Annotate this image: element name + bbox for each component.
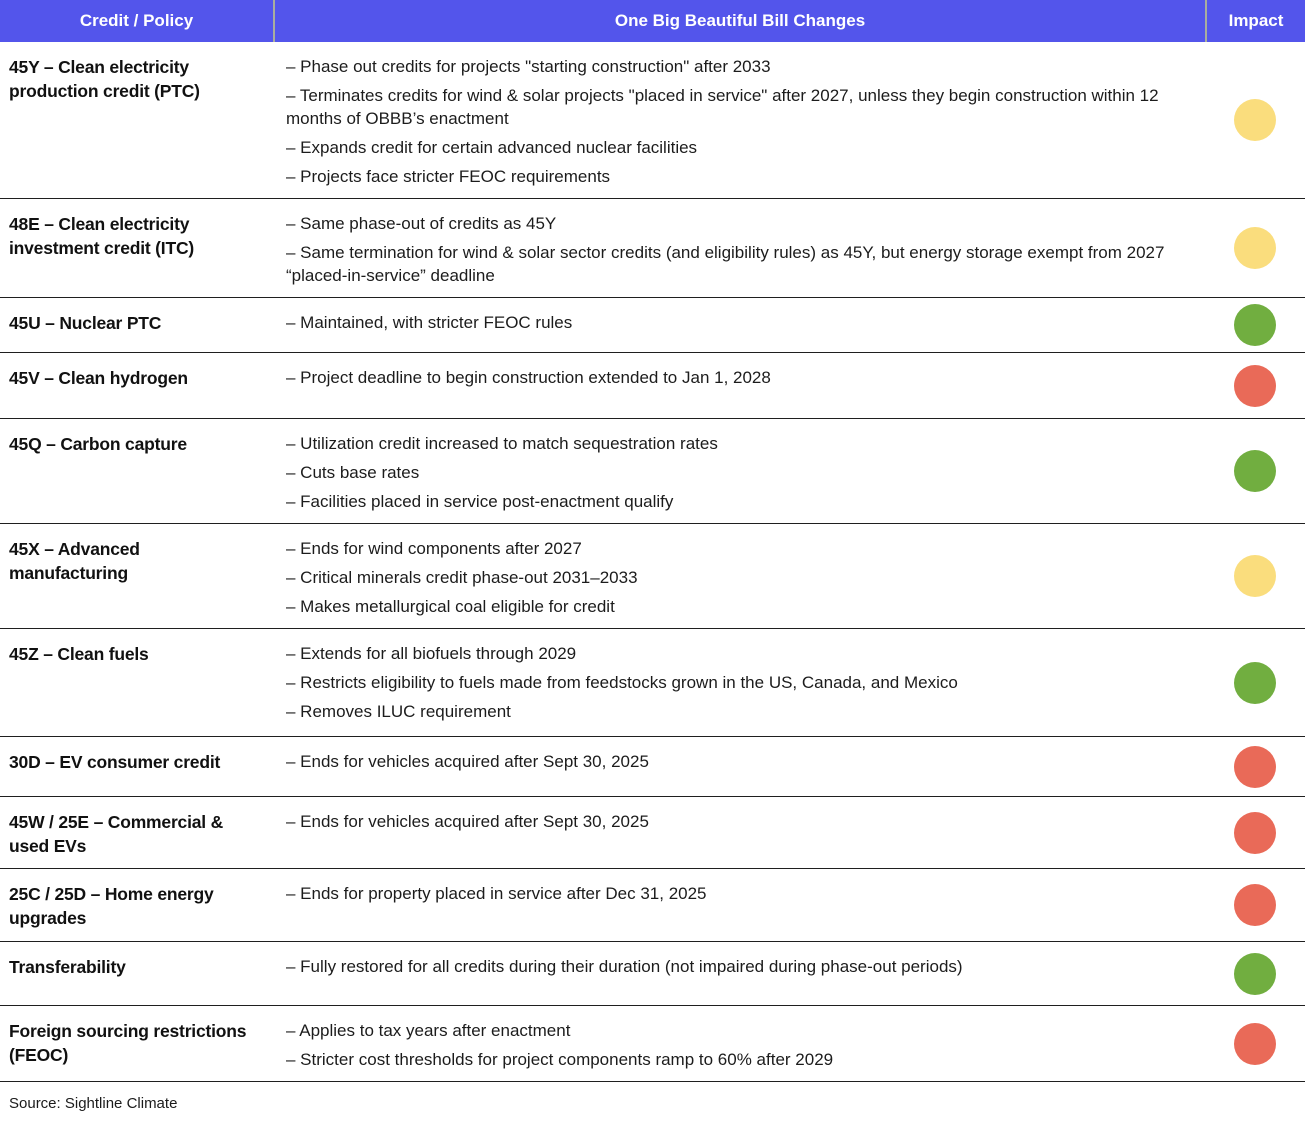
change-item: – Same phase-out of credits as 45Y [286,214,557,233]
table-row: 45Y – Clean electricity production credi… [0,42,1305,199]
table-row: 45V – Clean hydrogen – Project deadline … [0,353,1305,419]
impact-indicator [1234,811,1276,854]
impact-indicator [1234,952,1276,995]
changes-list: – Project deadline to begin construction… [273,353,1205,418]
impact-indicator [1234,555,1276,597]
column-header-impact: Impact [1205,0,1305,42]
credit-name: 45Y – Clean electricity production credi… [9,57,200,101]
change-item: – Ends for vehicles acquired after Sept … [286,752,649,771]
credit-name: 25C / 25D – Home energy upgrades [9,884,214,928]
change-item: – Critical minerals credit phase-out 203… [286,568,638,587]
table-row: Foreign sourcing restrictions (FEOC) – A… [0,1006,1305,1082]
change-item: – Applies to tax years after enactment [286,1021,571,1040]
table-row: 25C / 25D – Home energy upgrades – Ends … [0,869,1305,942]
change-item: – Projects face stricter FEOC requiremen… [286,167,611,186]
table-row: 30D – EV consumer credit – Ends for vehi… [0,737,1305,797]
change-item: – Maintained, with stricter FEOC rules [286,313,573,332]
credit-name: 45V – Clean hydrogen [9,368,188,388]
impact-indicator [1234,227,1276,269]
credit-name: Foreign sourcing restrictions (FEOC) [9,1021,247,1065]
changes-list: – Maintained, with stricter FEOC rules [273,298,1205,352]
table-row: 45U – Nuclear PTC – Maintained, with str… [0,298,1305,353]
impact-indicator [1234,99,1276,141]
column-header-bill-changes: One Big Beautiful Bill Changes [273,0,1205,42]
table-row: 45Z – Clean fuels – Extends for all biof… [0,629,1305,737]
credit-name: 45X – Advanced manufacturing [9,539,140,583]
change-item: – Cuts base rates [286,463,420,482]
credit-name: 45Z – Clean fuels [9,644,149,664]
change-item: – Utilization credit increased to match … [286,434,718,453]
table-footer: Source: Sightline Climate [0,1082,1305,1131]
source-attribution: Source: Sightline Climate [9,1095,178,1112]
credit-name: Transferability [9,957,126,977]
change-item: – Ends for property placed in service af… [286,884,707,903]
credit-name: 48E – Clean electricity investment credi… [9,214,195,258]
table-row: 45W / 25E – Commercial & used EVs – Ends… [0,797,1305,869]
impact-indicator [1234,304,1276,346]
impact-indicator [1234,1022,1276,1065]
change-item: – Same termination for wind & solar sect… [286,243,1165,285]
table-row: 45X – Advanced manufacturing – Ends for … [0,524,1305,629]
credit-name: 45Q – Carbon capture [9,434,187,454]
impact-indicator [1234,884,1276,926]
credit-name: 45U – Nuclear PTC [9,313,162,333]
change-item: – Project deadline to begin construction… [286,368,771,387]
changes-list: – Utilization credit increased to match … [273,419,1205,523]
change-item: – Restricts eligibility to fuels made fr… [286,673,958,692]
impact-indicator [1234,450,1276,492]
change-item: – Ends for wind components after 2027 [286,539,582,558]
change-item: – Phase out credits for projects "starti… [286,57,771,76]
change-item: – Removes ILUC requirement [286,702,511,721]
changes-list: – Ends for vehicles acquired after Sept … [273,737,1205,796]
change-item: – Ends for vehicles acquired after Sept … [286,812,649,831]
table-row: 45Q – Carbon capture – Utilization credi… [0,419,1305,524]
change-item: – Fully restored for all credits during … [286,957,963,976]
table-row: 48E – Clean electricity investment credi… [0,199,1305,298]
impact-indicator [1234,661,1276,704]
change-item: – Facilities placed in service post-enac… [286,492,674,511]
changes-list: – Extends for all biofuels through 2029 –… [273,629,1205,736]
changes-list: – Ends for property placed in service af… [273,869,1205,941]
column-header-credit-policy: Credit / Policy [79,11,194,30]
change-item: – Makes metallurgical coal eligible for … [286,597,615,616]
table-header: Credit / Policy One Big Beautiful Bill C… [0,0,1305,42]
changes-list: – Phase out credits for projects "starti… [273,42,1205,198]
changes-list: – Fully restored for all credits during … [273,942,1205,1005]
changes-list: – Applies to tax years after enactment – … [273,1006,1205,1081]
credit-name: 30D – EV consumer credit [9,752,221,772]
impact-indicator [1234,745,1276,788]
impact-indicator [1234,364,1276,407]
change-item: – Terminates credits for wind & solar pr… [286,86,1159,128]
changes-list: – Ends for wind components after 2027 – C… [273,524,1205,628]
change-item: – Stricter cost thresholds for project c… [286,1050,834,1069]
change-item: – Extends for all biofuels through 2029 [286,644,577,663]
changes-list: – Ends for vehicles acquired after Sept … [273,797,1205,868]
changes-list: – Same phase-out of credits as 45Y – Same… [273,199,1205,297]
credit-name: 45W / 25E – Commercial & used EVs [9,812,224,856]
change-item: – Expands credit for certain advanced nu… [286,138,698,157]
table-body: 45Y – Clean electricity production credi… [0,42,1305,1082]
table-row: Transferability – Fully restored for all… [0,942,1305,1006]
